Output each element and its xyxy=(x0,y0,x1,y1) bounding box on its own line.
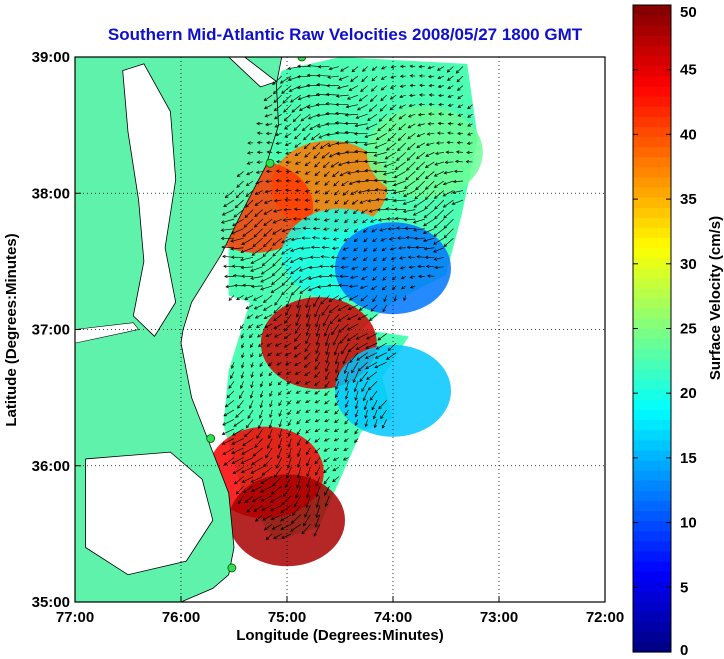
x-axis: 77:00 76:00 75:00 74:00 73:00 72:00 xyxy=(56,596,624,626)
station-marker-3 xyxy=(206,434,216,443)
colorbar-gradient xyxy=(633,5,671,653)
y-tick-label-3: 38:00 xyxy=(32,185,70,202)
station-marker-4 xyxy=(227,563,237,573)
plot-area: 77:00 76:00 75:00 74:00 73:00 72:00 35:00 36:0… xyxy=(32,49,625,626)
x-tick-label-0: 77:00 xyxy=(56,609,94,626)
land-mass xyxy=(75,57,283,602)
y-tick-label-2: 37:00 xyxy=(32,322,70,339)
y-tick-label-4: 39:00 xyxy=(32,49,70,66)
station-marker-1 xyxy=(297,57,307,62)
colorbar-label: Surface Velocity (cm/s) xyxy=(707,216,724,380)
colorbar-ticks: 0 5 10 15 20 25 30 35 40 45 50 xyxy=(633,4,697,659)
x-tick-label-1: 76:00 xyxy=(162,609,200,626)
colorbar-tick-label-2: 10 xyxy=(680,515,697,532)
colorbar-tick-label-10: 50 xyxy=(680,4,697,21)
y-axis-label: Latitude (Degrees:Minutes) xyxy=(3,233,20,426)
velocity-vectors xyxy=(220,64,473,541)
x-tick-label-3: 74:00 xyxy=(374,609,412,626)
colorbar-tick-label-6: 30 xyxy=(680,256,697,273)
colorbar-tick-label-8: 40 xyxy=(680,126,697,143)
colorbar-tick-label-1: 5 xyxy=(680,579,688,596)
y-axis: 35:00 36:00 37:00 38:00 39:00 xyxy=(32,49,81,611)
x-axis-label: Longitude (Degrees:Minutes) xyxy=(236,627,444,644)
pamlico-sound xyxy=(85,451,214,576)
chart-title: Southern Mid-Atlantic Raw Velocities 200… xyxy=(108,25,583,44)
x-tick-label-2: 75:00 xyxy=(268,609,306,626)
river xyxy=(75,322,140,344)
x-tick-label-4: 73:00 xyxy=(480,609,518,626)
y-tick-label-0: 35:00 xyxy=(32,594,70,611)
colorbar-tick-label-4: 20 xyxy=(680,385,697,402)
delaware-bay xyxy=(228,57,278,88)
station-marker-2 xyxy=(265,158,275,168)
colorbar: 0 5 10 15 20 25 30 35 40 45 50 Surface Velocity (c… xyxy=(632,4,724,659)
colorbar-tick-label-9: 45 xyxy=(680,62,697,79)
colorbar-tick-label-0: 0 xyxy=(680,642,688,659)
chesapeake-bay xyxy=(122,63,177,337)
grid-lines xyxy=(75,57,605,602)
colorbar-tick-label-7: 35 xyxy=(680,191,697,208)
velocity-region-south-tip xyxy=(229,474,345,567)
velocity-region-south-east xyxy=(335,344,451,437)
colorbar-tick-label-5: 25 xyxy=(680,321,697,338)
y-tick-label-1: 36:00 xyxy=(32,458,70,475)
x-tick-label-5: 72:00 xyxy=(586,609,624,626)
colorbar-tick-label-3: 15 xyxy=(680,450,697,467)
radar-stations xyxy=(206,57,307,573)
